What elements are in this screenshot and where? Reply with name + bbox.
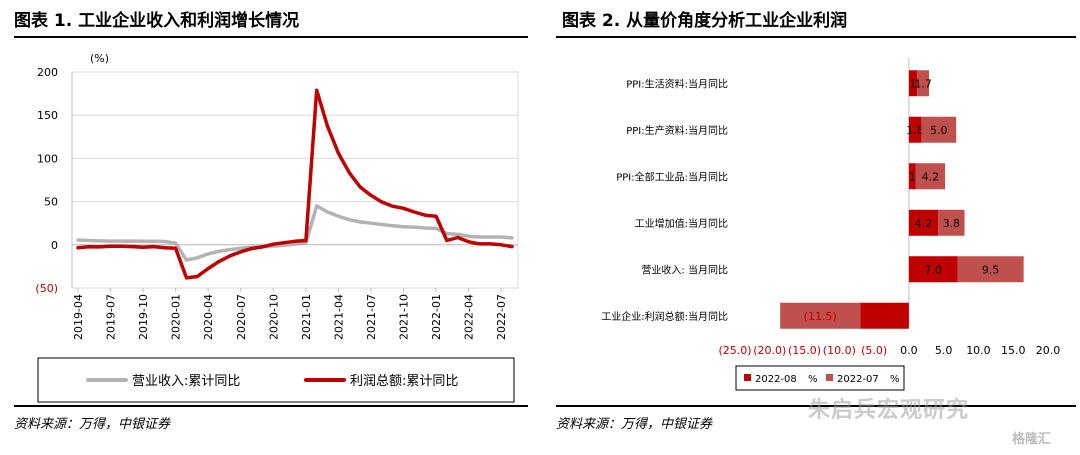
bar-data-label: (11.5) <box>804 310 837 323</box>
x-tick-label: 2021-04 <box>332 294 345 340</box>
x-tick-label: (15.0) <box>788 344 821 357</box>
bar-2022-08 <box>908 116 922 143</box>
x-tick-label: (10.0) <box>823 344 856 357</box>
y-tick-label: 100 <box>37 152 58 165</box>
right-figure: 图表 2. 从量价角度分析工业企业利润 PPI:生活资料:当月同比 1 1.7 PPI… <box>548 0 1080 455</box>
bar-2022-07 <box>921 116 957 143</box>
bar-data-label: 9.5 <box>982 263 1000 276</box>
left-figure: 图表 1. 工业企业收入和利润增长情况 (50) 0 50 100 150 200 (%) 2… <box>0 0 528 455</box>
bar-data-label: 4.2 <box>915 217 933 230</box>
bar-data-label: (7.0) <box>872 310 898 323</box>
x-tick-label: 2020-04 <box>202 294 215 340</box>
x-tick-label: 2022-04 <box>463 294 476 340</box>
watermark-text: 朱启兵宏观研究 <box>808 398 970 423</box>
x-tick-label: 15.0 <box>1001 344 1025 357</box>
left-figure-title: 图表 1. 工业企业收入和利润增长情况 <box>14 11 300 31</box>
bar-data-label: 5.0 <box>930 124 948 137</box>
series-revenue-line <box>76 204 514 262</box>
bar-2022-07 <box>957 256 1024 283</box>
x-tick-label: 0.0 <box>900 344 918 357</box>
category-label: PPI:生活资料:当月同比 <box>626 77 728 90</box>
y-tick-label: 200 <box>37 66 58 79</box>
series-profit-line <box>76 88 514 280</box>
x-tick-label: 2021-10 <box>398 294 411 340</box>
bar-data-label: 7.0 <box>924 263 942 276</box>
x-tick-label: 2019-04 <box>72 294 85 340</box>
bar-2022-08 <box>860 302 909 329</box>
x-tick-label: 10.0 <box>966 344 991 357</box>
legend-swatch <box>826 374 833 381</box>
x-tick-label: 2020-10 <box>267 294 280 340</box>
bar-data-label: 3.8 <box>943 217 961 230</box>
y-tick-label: 150 <box>37 109 58 122</box>
bar-2022-08 <box>908 70 918 97</box>
left-title-rule <box>14 36 528 38</box>
x-tick-label: 2022-01 <box>430 294 443 340</box>
x-tick-label: 5.0 <box>935 344 953 357</box>
line-chart: (50) 0 50 100 150 200 (%) 2019-04 2019-07 2019-10… <box>35 52 519 403</box>
category-label: PPI:全部工业品:当月同比 <box>616 170 728 183</box>
bar-data-label: 1 <box>910 77 917 90</box>
bar-data-label: 1.8 <box>906 124 924 137</box>
legend-label: 利润总额:累计同比 <box>350 374 458 389</box>
legend-box <box>37 357 515 403</box>
left-bottom-rule <box>14 405 528 407</box>
y-tick-label: 0 <box>51 239 58 252</box>
bar-data-label: 1.7 <box>914 77 932 90</box>
bar-2022-08 <box>908 256 958 283</box>
y-tick-label: (50) <box>35 282 58 295</box>
legend-box <box>735 365 905 391</box>
bar-2022-07 <box>915 163 946 190</box>
x-tick-label: (20.0) <box>753 344 786 357</box>
bar-2022-08 <box>908 209 939 236</box>
category-label: PPI:生产资料:当月同比 <box>626 124 728 137</box>
category-label: 营业收入: 当月同比 <box>641 263 728 276</box>
bar-2022-07 <box>780 302 861 329</box>
x-tick-label: 20.0 <box>1036 344 1061 357</box>
legend-label: 营业收入:累计同比 <box>132 374 240 389</box>
bar-data-label: 4.2 <box>922 170 940 183</box>
left-source: 资料来源：万得，中银证券 <box>14 417 171 432</box>
bar-2022-07 <box>917 70 930 97</box>
x-tick-label: (5.0) <box>861 344 887 357</box>
bar-data-label: 1 <box>909 170 916 183</box>
x-tick-label: 2020-07 <box>235 294 248 340</box>
x-tick-label: 2019-07 <box>105 294 118 340</box>
right-source: 资料来源：万得，中银证券 <box>556 417 713 432</box>
legend-swatch <box>744 374 751 381</box>
legend-unit: % <box>808 374 818 385</box>
category-label: 工业增加值:当月同比 <box>635 217 728 230</box>
legend-unit: % <box>890 374 900 385</box>
y-tick-label: 50 <box>44 196 58 209</box>
x-tick-label: 2021-07 <box>365 294 378 340</box>
bar-2022-07 <box>938 209 965 236</box>
x-tick-label: 2020-01 <box>170 294 183 340</box>
watermark-logo-text: 格隆汇 <box>1012 432 1052 447</box>
x-tick-label: (25.0) <box>718 344 751 357</box>
y-unit-label: (%) <box>90 52 109 65</box>
x-tick-label: 2022-07 <box>495 294 508 340</box>
x-tick-label: 2019-10 <box>137 294 150 340</box>
bar-2022-08 <box>908 163 916 190</box>
x-tick-label: 2021-01 <box>300 294 313 340</box>
legend-label: 2022-07 <box>837 374 879 385</box>
legend-label: 2022-08 <box>755 374 797 385</box>
right-title-rule <box>556 36 1076 38</box>
right-figure-title: 图表 2. 从量价角度分析工业企业利润 <box>562 11 848 31</box>
right-bottom-rule <box>556 405 1076 407</box>
category-label: 工业企业:利润总额:当月同比 <box>601 310 728 323</box>
